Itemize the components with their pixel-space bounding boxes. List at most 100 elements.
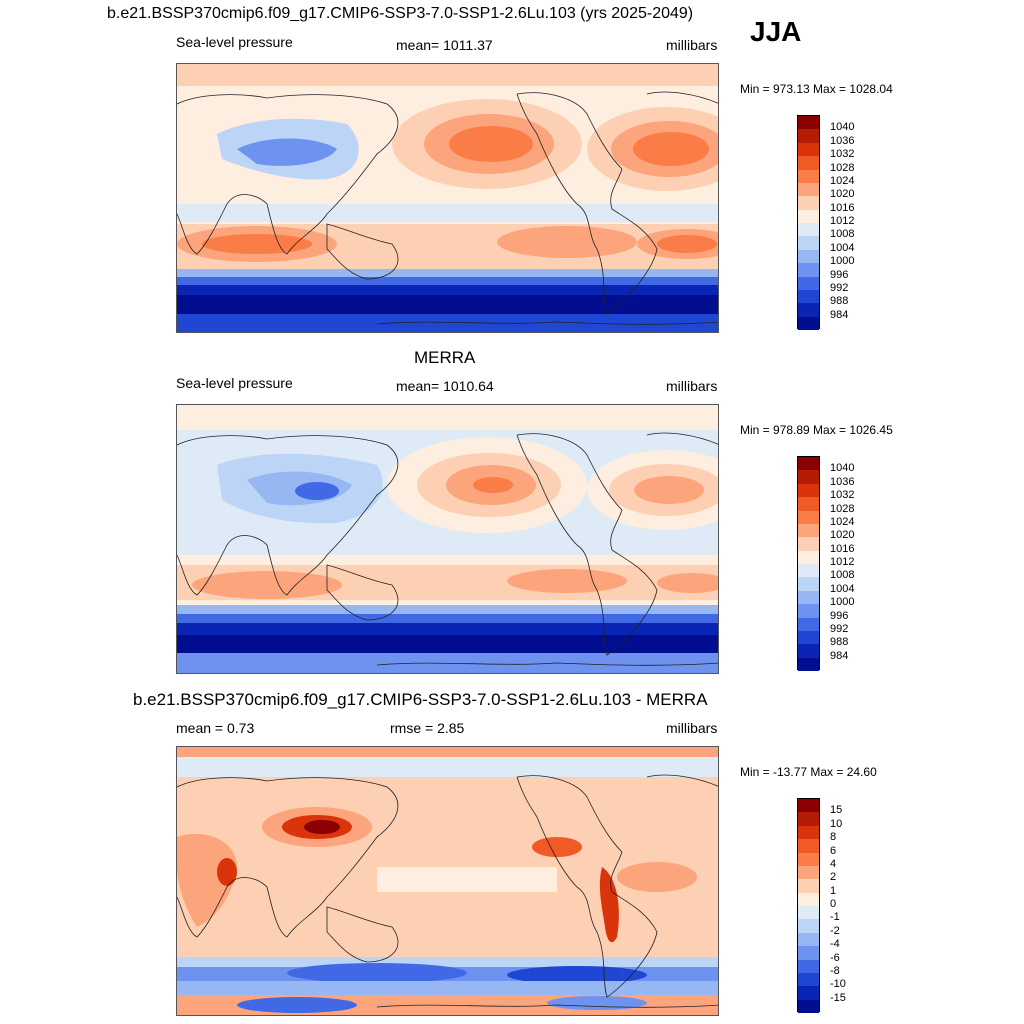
colorbar-swatch — [798, 906, 819, 920]
panel1-mean-label: mean= 1011.37 — [396, 37, 493, 53]
colorbar-tick-label: 1012 — [830, 556, 855, 568]
colorbar-swatch — [798, 169, 819, 183]
colorbar-tick-label: 0 — [830, 898, 837, 910]
colorbar-tick-label: 1016 — [830, 542, 855, 555]
colorbar-swatch — [798, 289, 819, 304]
panel1-map-svg — [177, 64, 718, 332]
colorbar-swatch — [798, 946, 819, 960]
colorbar-tick-label: 2 — [830, 871, 837, 884]
colorbar-swatch — [798, 129, 819, 143]
colorbar-tick-label: 1004 — [830, 582, 855, 595]
season-label: JJA — [750, 16, 802, 47]
colorbar-swatch — [798, 577, 819, 591]
colorbar-swatch — [798, 825, 819, 840]
colorbar-tick-label: 1008 — [830, 228, 855, 241]
colorbar-tick-label: 1 — [830, 884, 837, 897]
colorbar-swatch — [798, 550, 819, 564]
colorbar-tick-label: 992 — [830, 281, 849, 294]
colorbar-swatch — [798, 839, 819, 853]
panel1-colorbar — [797, 115, 820, 330]
panel2-mean-label: mean= 1010.64 — [396, 378, 494, 394]
panel2-units-label: millibars — [666, 378, 718, 394]
colorbar-swatch — [798, 999, 819, 1013]
colorbar-swatch — [798, 497, 819, 511]
colorbar-tick-label: 1004 — [830, 241, 855, 254]
colorbar-tick-label: 1020 — [830, 188, 855, 201]
colorbar-swatch — [798, 116, 819, 130]
colorbar-tick-label: 4 — [830, 857, 837, 870]
panel2-map-svg — [177, 405, 718, 673]
colorbar-swatch — [798, 457, 819, 471]
colorbar-swatch — [798, 852, 819, 866]
colorbar-swatch — [798, 303, 819, 317]
colorbar-tick-label: -15 — [830, 991, 846, 1004]
colorbar-tick-label: 984 — [830, 308, 849, 321]
panel3-rmse-label: rmse = 2.85 — [390, 720, 465, 736]
colorbar-swatch — [798, 617, 819, 631]
colorbar-tick-label: 1040 — [830, 121, 855, 134]
colorbar-swatch — [798, 604, 819, 618]
colorbar-tick-label: 1024 — [830, 174, 855, 187]
panel3-map — [176, 746, 719, 1016]
colorbar-tick-label: 8 — [830, 831, 837, 844]
colorbar-tick-label: 1024 — [830, 515, 855, 528]
colorbar-tick-label: -1 — [830, 911, 840, 924]
colorbar-tick-label: 988 — [830, 636, 849, 649]
colorbar-swatch — [798, 932, 819, 947]
colorbar-swatch — [798, 590, 819, 605]
panel3-mean-label: mean = 0.73 — [176, 720, 255, 736]
panel2-left-label: Sea-level pressure — [176, 375, 293, 391]
colorbar-swatch — [798, 564, 819, 578]
colorbar-swatch — [798, 959, 819, 973]
panel2-minmax: Min = 978.89 Max = 1026.45 — [740, 423, 893, 437]
colorbar-tick-label: 1028 — [830, 502, 855, 515]
colorbar-swatch — [798, 223, 819, 237]
colorbar-tick-label: 10 — [830, 817, 843, 830]
colorbar-swatch — [798, 892, 819, 906]
colorbar-tick-label: 988 — [830, 295, 849, 308]
colorbar-tick-label: 996 — [830, 268, 849, 281]
colorbar-swatch — [798, 812, 819, 826]
colorbar-swatch — [798, 276, 819, 290]
colorbar-tick-label: -2 — [830, 924, 840, 937]
colorbar-tick-label: 1028 — [830, 161, 855, 174]
colorbar-swatch — [798, 156, 819, 170]
colorbar-swatch — [798, 537, 819, 551]
panel3-minmax: Min = -13.77 Max = 24.60 — [740, 765, 877, 779]
panel1-left-label: Sea-level pressure — [176, 34, 293, 50]
colorbar-tick-label: -8 — [830, 964, 840, 977]
colorbar-swatch — [798, 972, 819, 987]
colorbar-swatch — [798, 657, 819, 671]
colorbar-swatch — [798, 644, 819, 658]
colorbar-tick-label: -4 — [830, 938, 840, 951]
colorbar-tick-label: 6 — [830, 844, 837, 857]
colorbar-swatch — [798, 263, 819, 277]
colorbar-tick-label: 996 — [830, 609, 849, 622]
panel3-colorbar — [797, 798, 820, 1013]
colorbar-swatch — [798, 483, 819, 498]
colorbar-swatch — [798, 249, 819, 264]
colorbar-swatch — [798, 142, 819, 157]
colorbar-swatch — [798, 182, 819, 197]
panel1-minmax: Min = 973.13 Max = 1028.04 — [740, 82, 893, 96]
colorbar-tick-label: 15 — [830, 804, 843, 817]
colorbar-tick-label: 1020 — [830, 529, 855, 542]
colorbar-tick-label: 1036 — [830, 475, 855, 488]
panel1-map — [176, 63, 719, 333]
colorbar-swatch — [798, 865, 819, 880]
colorbar-swatch — [798, 510, 819, 524]
colorbar-tick-label: 1016 — [830, 201, 855, 214]
colorbar-swatch — [798, 879, 819, 893]
colorbar-tick-label: 1036 — [830, 134, 855, 147]
panel3-map-svg — [177, 747, 718, 1015]
colorbar-tick-label: -10 — [830, 978, 846, 991]
colorbar-tick-label: 1000 — [830, 596, 855, 609]
panel3-title: b.e21.BSSP370cmip6.f09_g17.CMIP6-SSP3-7.… — [133, 690, 708, 709]
colorbar-tick-label: 992 — [830, 622, 849, 635]
colorbar-swatch — [798, 986, 819, 1000]
colorbar-swatch — [798, 196, 819, 210]
colorbar-swatch — [798, 630, 819, 645]
panel2-colorbar — [797, 456, 820, 671]
colorbar-tick-label: 1008 — [830, 569, 855, 582]
colorbar-swatch — [798, 919, 819, 933]
